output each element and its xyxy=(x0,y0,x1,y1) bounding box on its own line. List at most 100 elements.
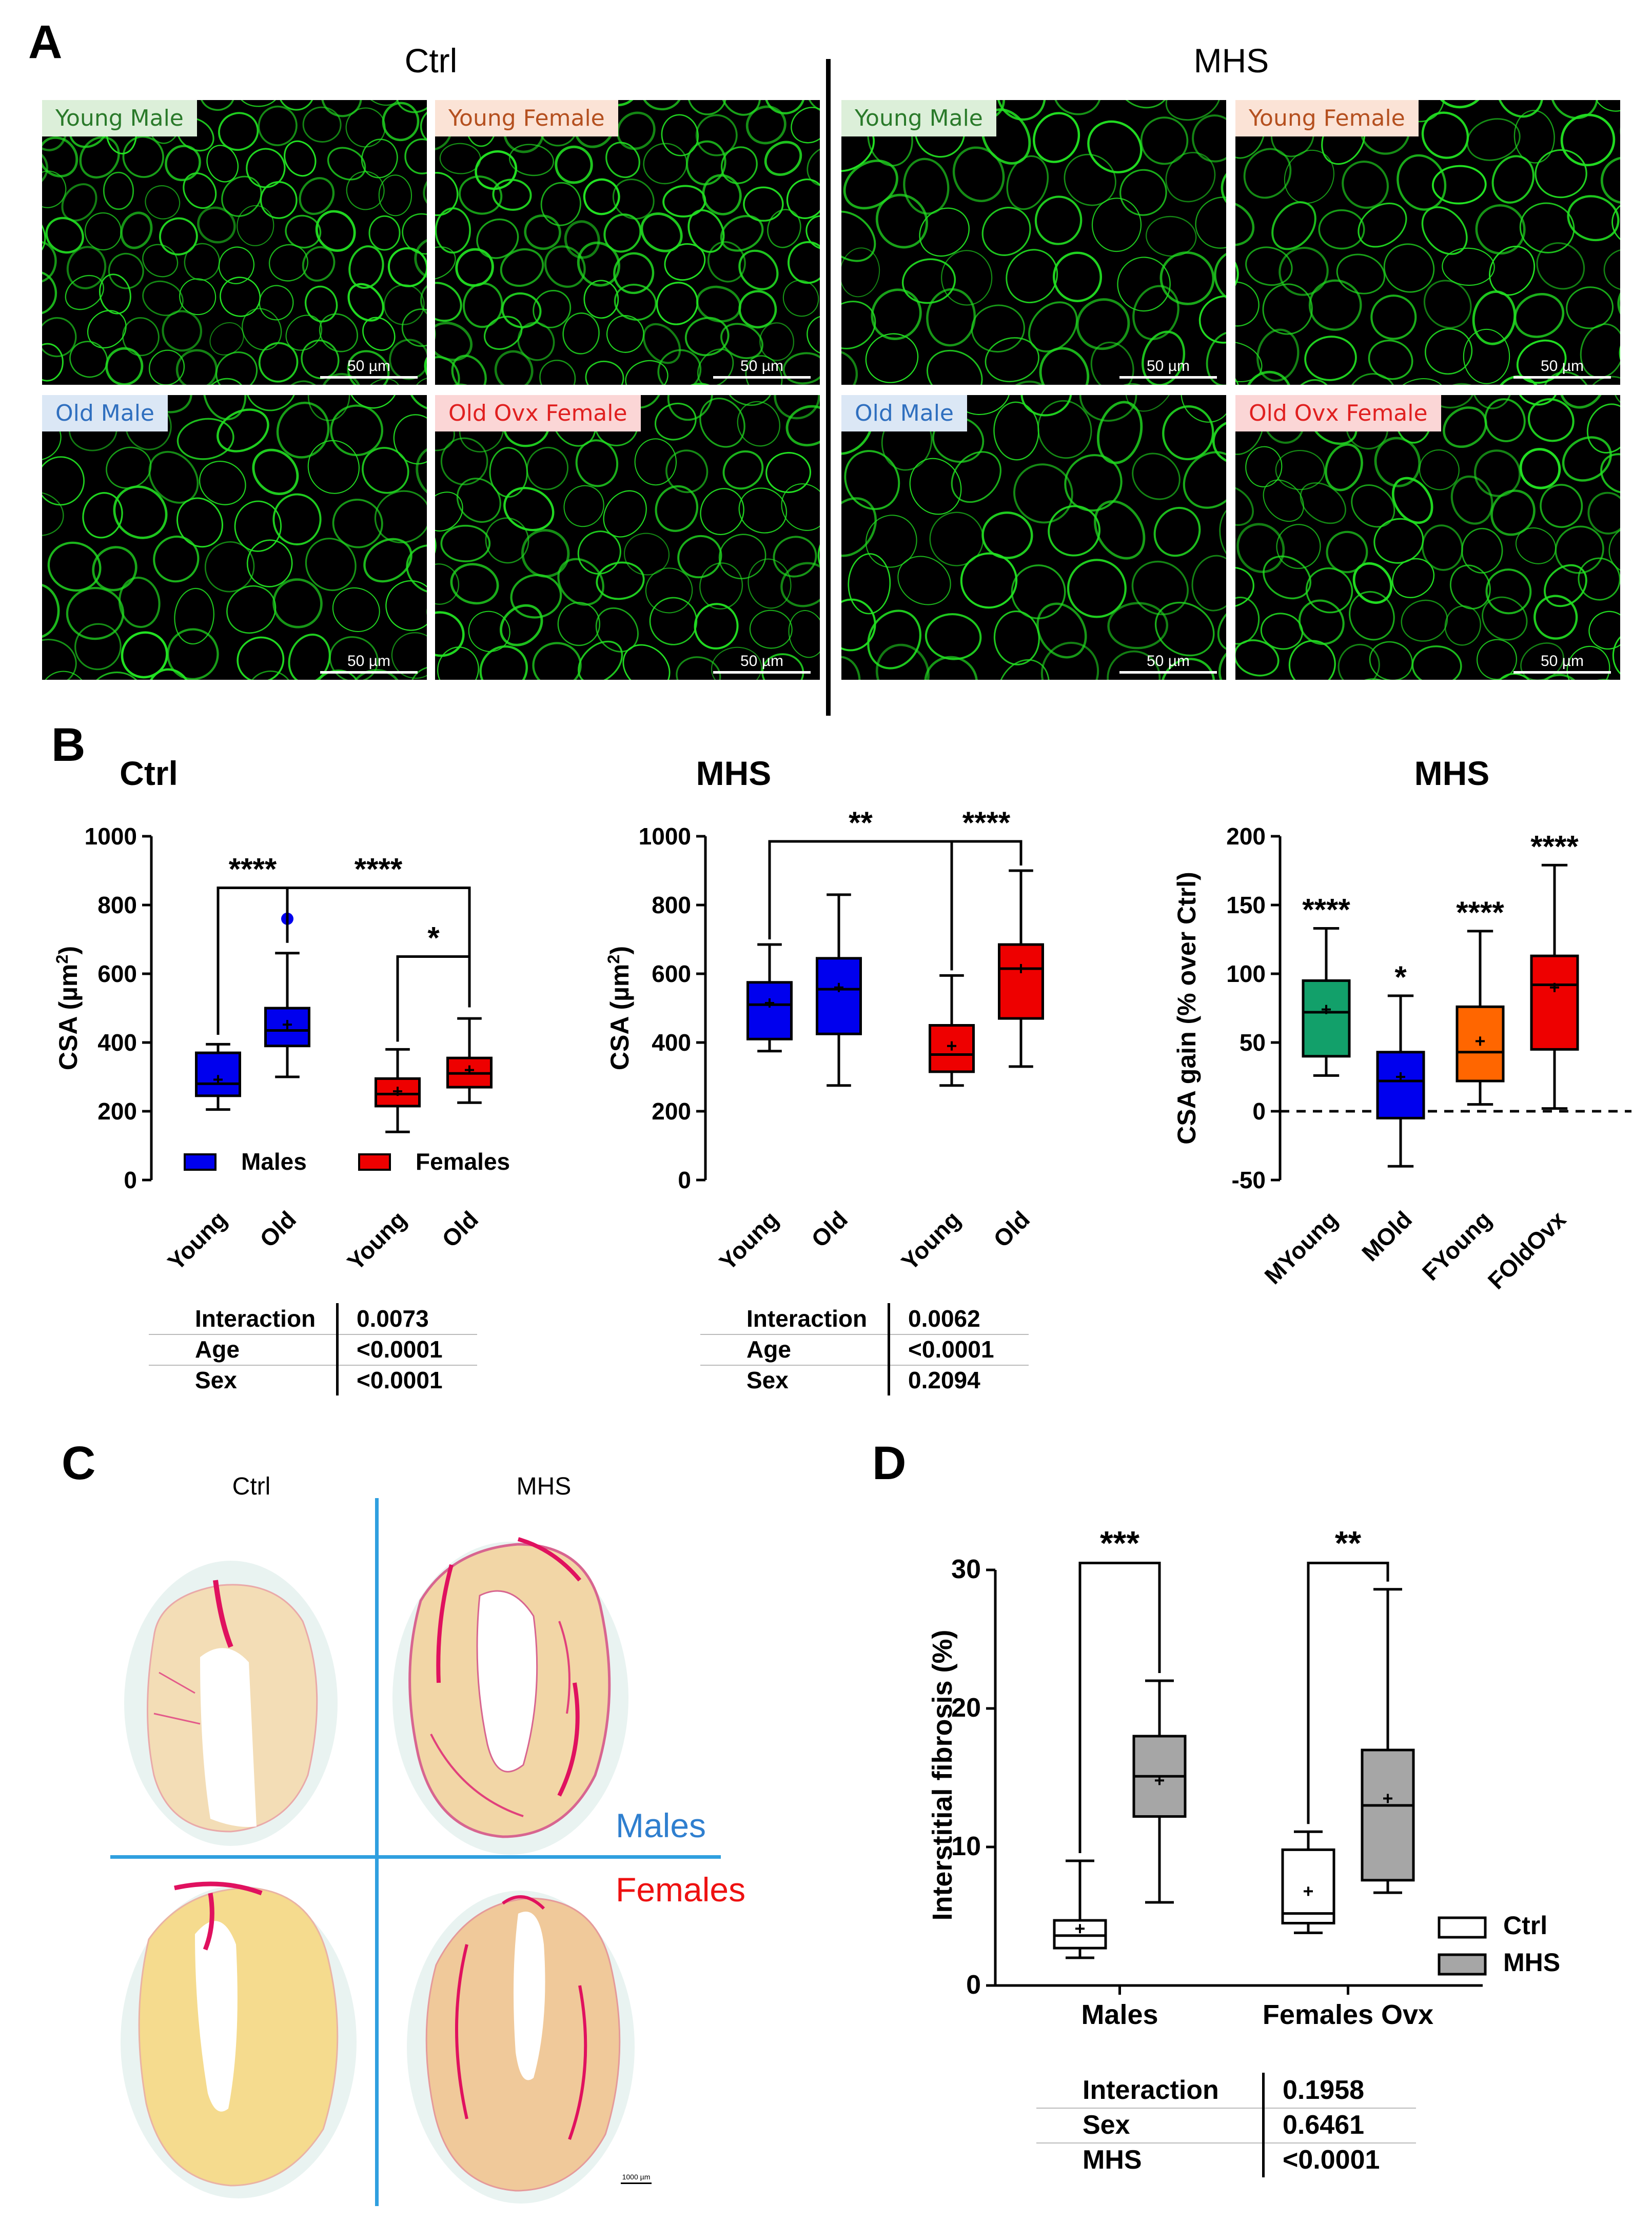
box-iqr xyxy=(1530,954,1579,1051)
panel-a-letter: A xyxy=(28,16,63,68)
y-tick-label: 800 xyxy=(652,892,691,918)
legend-label: Males xyxy=(241,1148,307,1175)
stats-factor: Sex xyxy=(1083,2110,1130,2140)
box-plot-item xyxy=(929,974,975,1087)
micrograph-tile: Old Male 50 µm xyxy=(42,395,427,680)
stats-pvalue: <0.0001 xyxy=(357,1336,443,1363)
scale-bar-line xyxy=(713,376,811,379)
scale-bar-line xyxy=(1119,671,1217,674)
y-axis-title: CSA gain (% over Ctrl) xyxy=(1172,872,1201,1145)
panel-b-letter: B xyxy=(51,719,86,771)
stats-factor: MHS xyxy=(1083,2145,1142,2175)
significance-bracket xyxy=(950,840,1022,971)
scale-bar-label: 50 µm xyxy=(347,358,390,375)
y-tick-label: 200 xyxy=(1226,823,1266,850)
stats-factor: Interaction xyxy=(195,1305,316,1332)
box-plot-item xyxy=(375,1048,421,1133)
stats-row: Sex 0.2094 xyxy=(700,1365,1029,1395)
scale-bar-label: 50 µm xyxy=(1541,358,1584,375)
scale-bar-line xyxy=(713,671,811,674)
stats-factor: Age xyxy=(746,1336,791,1363)
y-tick-label: 20 xyxy=(951,1693,981,1723)
ctrl-stats-table: Interaction 0.0073 Age <0.0001 Sex <0.0001 xyxy=(149,1303,477,1401)
chart-title: Ctrl xyxy=(120,754,178,792)
y-axis-title: CSA (µm2) xyxy=(53,946,83,1070)
box-iqr xyxy=(1281,1848,1335,1925)
box-plot-item xyxy=(1376,994,1425,1168)
ctrl-csa-chart: Ctrl 0 200 400 600 800 1000 CSA (µm2) Young Old Yo… xyxy=(53,754,510,1275)
x-tick-label: Old xyxy=(254,1206,301,1252)
x-tick-label: Young xyxy=(714,1206,784,1275)
box-iqr xyxy=(1376,1051,1425,1119)
panel-c-vertical-divider xyxy=(375,1498,379,2206)
legend-label: MHS xyxy=(1503,1948,1560,1977)
cell-membrane-pattern xyxy=(435,395,820,680)
stats-pvalue: 0.6461 xyxy=(1283,2110,1365,2140)
x-tick-label: Males xyxy=(1081,1999,1158,2030)
stats-row: Age <0.0001 xyxy=(700,1334,1029,1366)
x-tick-label: MYoung xyxy=(1259,1206,1343,1289)
panel-a-divider xyxy=(826,59,831,716)
y-tick-label: 600 xyxy=(652,960,691,987)
y-tick-label: 0 xyxy=(124,1167,137,1193)
stats-pvalue: 0.0073 xyxy=(357,1305,429,1332)
mhs-stats-table: Interaction 0.0062 Age <0.0001 Sex 0.2094 xyxy=(700,1303,1029,1401)
x-tick-label: Old xyxy=(806,1206,853,1252)
micrograph-tile: Young Female 50 µm xyxy=(435,100,820,385)
significance-label: **** xyxy=(355,852,403,887)
box-plot-item xyxy=(1281,1830,1335,1934)
stats-row: Sex <0.0001 xyxy=(149,1365,477,1395)
significance-label: ** xyxy=(849,805,873,840)
scale-bar-label: 50 µm xyxy=(740,358,783,375)
micrograph-label: Old Ovx Female xyxy=(435,395,641,431)
y-tick-label: -50 xyxy=(1232,1167,1266,1193)
heart-section-mhs-female xyxy=(407,1891,635,2204)
micrograph-tile: Old Male 50 µm xyxy=(841,395,1226,680)
fibrosis-stats-table: Interaction 0.1958 Sex 0.6461 MHS <0.0001 xyxy=(1036,2073,1416,2180)
y-tick-label: 1000 xyxy=(639,823,691,850)
stats-divider xyxy=(888,1303,890,1395)
micrograph-tile: Young Male 50 µm xyxy=(42,100,427,385)
stats-divider xyxy=(1262,2073,1265,2177)
stats-pvalue: <0.0001 xyxy=(1283,2145,1380,2175)
legend-swatch xyxy=(1438,1953,1487,1976)
stats-row: Interaction 0.0062 xyxy=(700,1303,1029,1335)
scale-bar: 50 µm xyxy=(713,653,811,674)
y-tick-label: 100 xyxy=(1226,960,1266,987)
box-plot-item xyxy=(195,1043,241,1111)
heart-section-ctrl-female xyxy=(121,1881,357,2198)
x-tick-label: FOldOvx xyxy=(1483,1206,1571,1294)
panel-c-scale-label: 1000 µm xyxy=(622,2173,651,2181)
y-tick-label: 200 xyxy=(97,1098,137,1125)
stats-row: Sex 0.6461 xyxy=(1036,2108,1416,2144)
panel-c-heading-ctrl: Ctrl xyxy=(232,1473,271,1500)
mhs-csa-chart: MHS 0 200 400 600 800 1000 CSA (µm2) Young Old You… xyxy=(604,754,1044,1275)
box-plot-item xyxy=(746,943,793,1053)
chart-title: MHS xyxy=(1414,754,1490,792)
legend-swatch xyxy=(184,1153,217,1171)
scale-bar-label: 50 µm xyxy=(347,653,390,670)
box-iqr xyxy=(195,1051,241,1097)
cell-membrane-pattern xyxy=(841,100,1226,385)
panel-c-scale-bar xyxy=(621,2182,652,2184)
stats-row: Interaction 0.0073 xyxy=(149,1303,477,1335)
stats-row: Age <0.0001 xyxy=(149,1334,477,1366)
stats-factor: Sex xyxy=(195,1367,237,1393)
micrograph-label: Old Ovx Female xyxy=(1235,395,1441,431)
scale-bar: 50 µm xyxy=(1513,653,1611,674)
y-tick-label: 800 xyxy=(97,892,137,918)
scale-bar-label: 50 µm xyxy=(740,653,783,670)
panel-c-label-females: Females xyxy=(616,1871,746,1909)
scale-bar-label: 50 µm xyxy=(1147,653,1190,670)
scale-bar-label: 50 µm xyxy=(1541,653,1584,670)
box-iqr xyxy=(1361,1748,1415,1882)
stats-row: Interaction 0.1958 xyxy=(1036,2073,1416,2109)
panel-c-heading-mhs: MHS xyxy=(516,1473,572,1500)
box-iqr xyxy=(1302,979,1351,1058)
cell-membrane-pattern xyxy=(435,100,820,385)
stats-factor: Interaction xyxy=(746,1305,868,1332)
panel-c-horizontal-divider xyxy=(110,1855,721,1859)
stats-pvalue: 0.0062 xyxy=(908,1305,980,1332)
box-iqr xyxy=(746,981,793,1040)
